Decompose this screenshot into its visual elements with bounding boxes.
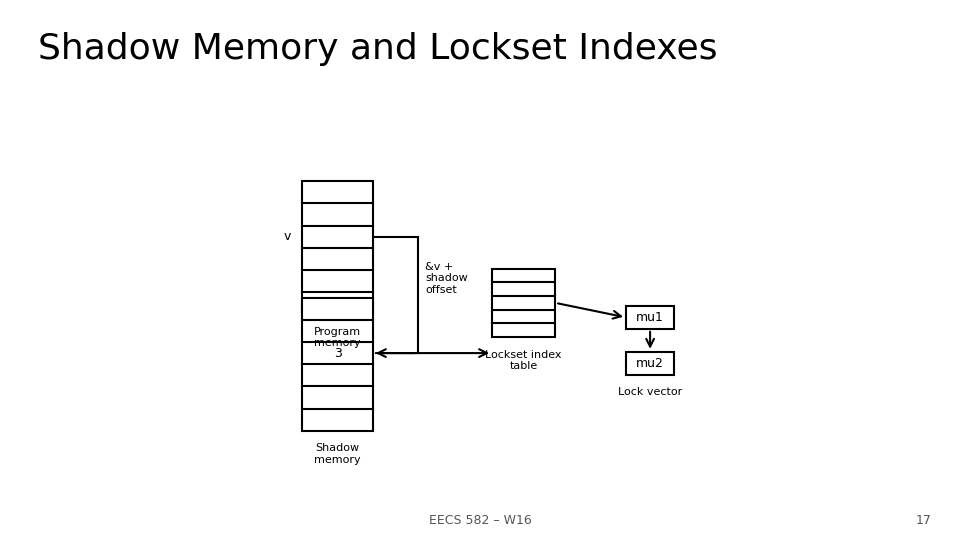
Text: Shadow
memory: Shadow memory (314, 443, 361, 465)
Text: Shadow Memory and Lockset Indexes: Shadow Memory and Lockset Indexes (38, 32, 718, 66)
Bar (302, 181, 372, 314)
Bar (626, 306, 674, 329)
Text: v: v (284, 230, 291, 243)
Bar (492, 268, 555, 337)
Text: EECS 582 – W16: EECS 582 – W16 (428, 514, 532, 526)
Text: 17: 17 (915, 514, 931, 526)
Bar (626, 352, 674, 375)
Text: &v +
shadow
offset: &v + shadow offset (425, 262, 468, 295)
Bar (302, 298, 372, 431)
Text: mu2: mu2 (636, 356, 664, 370)
Text: mu1: mu1 (636, 311, 664, 324)
Text: Lock vector: Lock vector (618, 387, 683, 397)
Text: 3: 3 (334, 347, 342, 360)
Text: Program
memory: Program memory (314, 327, 361, 348)
Text: Lockset index
table: Lockset index table (486, 349, 562, 371)
